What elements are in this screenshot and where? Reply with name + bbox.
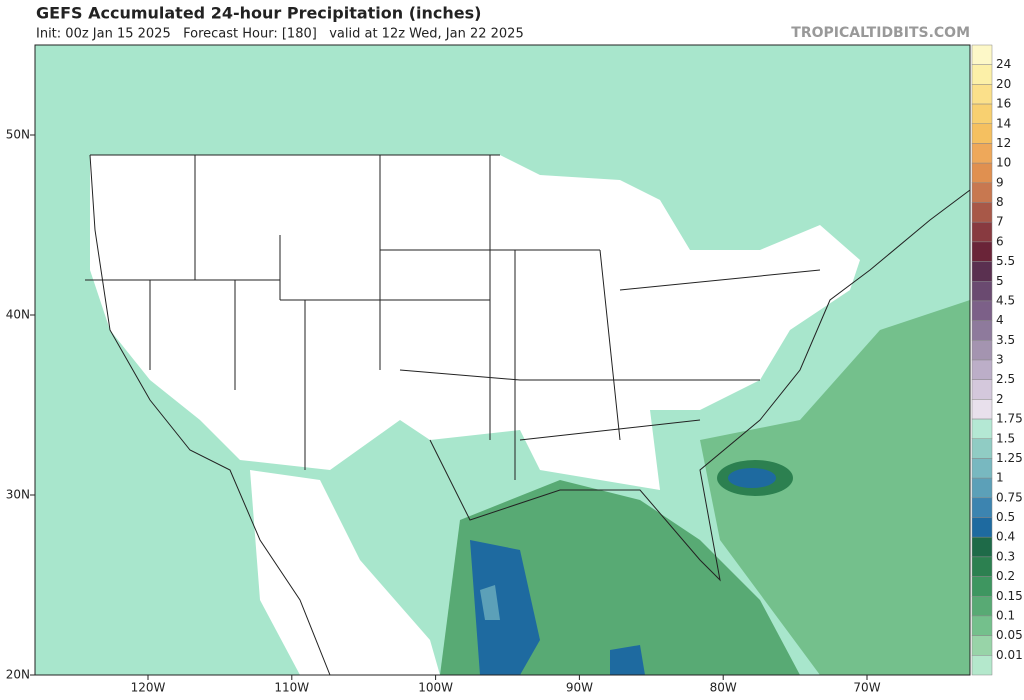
- coastline: [89, 154, 970, 675]
- colorbar-label: 0.15: [996, 589, 1023, 603]
- lat-label: 40N: [6, 308, 30, 322]
- atlantic-peak: [728, 468, 776, 488]
- colorbar-label: 1: [996, 471, 1004, 485]
- colorbar-label: 5: [996, 274, 1004, 288]
- colorbar-swatch: [971, 596, 993, 617]
- colorbar-swatch: [971, 84, 993, 105]
- colorbar-swatch: [971, 221, 993, 243]
- lon-labels: 120W 110W 100W 90W 80W 70W: [131, 675, 881, 695]
- title: GEFS Accumulated 24-hour Precipitation (…: [36, 4, 482, 23]
- colorbar-label: 10: [996, 156, 1011, 170]
- colorbar-swatch: [971, 536, 993, 558]
- gulf-peak: [480, 585, 500, 620]
- colorbar-swatch: [971, 320, 993, 341]
- colorbar-label: 5.5: [996, 254, 1015, 268]
- colorbar-swatch: [971, 143, 993, 164]
- colorbar-label: 0.05: [996, 628, 1023, 642]
- lon-label: 90W: [566, 681, 593, 695]
- colorbar-swatch: [971, 635, 993, 656]
- colorbar-label: 0.3: [996, 549, 1015, 563]
- lat-label: 30N: [6, 488, 30, 502]
- subtitle: Init: 00z Jan 15 2025 Forecast Hour: [18…: [36, 27, 524, 42]
- colorbar-swatch: [971, 379, 993, 400]
- colorbar-label: 0.75: [996, 490, 1023, 504]
- colorbar-swatch: [971, 556, 993, 577]
- colorbar-label: 6: [996, 234, 1004, 248]
- map: [34, 44, 971, 676]
- map-frame: [34, 44, 971, 676]
- lon-label: 120W: [131, 681, 166, 695]
- lon-label: 80W: [710, 681, 737, 695]
- colorbar-label: 0.01: [996, 648, 1023, 662]
- colorbar-swatch: [971, 576, 993, 597]
- lat-label: 20N: [6, 668, 30, 682]
- colorbar-label: 16: [996, 97, 1011, 111]
- lat-label: 50N: [6, 128, 30, 142]
- colorbar-swatch: [971, 340, 993, 361]
- colorbar-label: 9: [996, 175, 1004, 189]
- colorbar-swatch: [971, 359, 993, 380]
- colorbar-swatch: [971, 517, 993, 538]
- colorbar-label: 2.5: [996, 372, 1015, 386]
- colorbar: 24 20 16 14 12 10 9 8 7 6 5.5 5 4.5 4 3.5 3 2.5 2 1.75 1.5 1…: [971, 44, 1023, 676]
- colorbar-swatch: [971, 458, 993, 479]
- colorbar-label: 0.2: [996, 569, 1015, 583]
- colorbar-cap: [971, 44, 993, 65]
- colorbar-swatch: [971, 202, 993, 223]
- colorbar-label: 0.1: [996, 608, 1015, 622]
- colorbar-swatch: [971, 300, 993, 321]
- dry-mexico: [250, 470, 440, 675]
- colorbar-label: 4.5: [996, 293, 1015, 307]
- colorbar-label: 20: [996, 77, 1011, 91]
- colorbar-label: 1.75: [996, 412, 1023, 426]
- colorbar-swatch: [971, 477, 993, 499]
- lon-label: 100W: [418, 681, 453, 695]
- colorbar-swatch: [971, 64, 993, 85]
- colorbar-swatch: [971, 182, 993, 203]
- colorbar-label: 1.25: [996, 451, 1023, 465]
- colorbar-label: 3.5: [996, 333, 1015, 347]
- colorbar-swatch: [971, 281, 993, 302]
- gulf-heavy: [470, 540, 540, 675]
- colorbar-swatch: [971, 418, 993, 439]
- colorbar-swatch: [971, 438, 993, 459]
- lat-labels: 50N 40N 30N 20N: [6, 128, 35, 682]
- colorbar-swatch: [971, 241, 993, 262]
- colorbar-label: 14: [996, 116, 1011, 130]
- source: TROPICALTIDBITS.COM: [791, 25, 970, 41]
- colorbar-label: 3: [996, 353, 1004, 367]
- colorbar-swatch: [971, 655, 993, 676]
- atlantic-rain: [700, 300, 970, 675]
- colorbar-label: 2: [996, 392, 1004, 406]
- caribbean-heavy: [610, 645, 645, 675]
- colorbar-swatch: [971, 615, 993, 636]
- lon-label: 110W: [274, 681, 309, 695]
- lon-label: 70W: [853, 681, 880, 695]
- colorbar-swatch: [971, 261, 993, 282]
- colorbar-swatch: [971, 399, 993, 420]
- dry-area: [90, 155, 860, 490]
- colorbar-label: 8: [996, 195, 1004, 209]
- colorbar-label: 4: [996, 313, 1004, 327]
- colorbar-label: 0.4: [996, 530, 1015, 544]
- boundaries: [85, 154, 821, 480]
- colorbar-label: 1.5: [996, 431, 1015, 445]
- colorbar-swatch: [971, 103, 993, 124]
- colorbar-label: 7: [996, 215, 1004, 229]
- colorbar-label: 12: [996, 136, 1011, 150]
- colorbar-swatch: [971, 123, 993, 144]
- colorbar-label: 0.5: [996, 510, 1015, 524]
- colorbar-label: 24: [996, 57, 1011, 71]
- colorbar-swatch: [971, 162, 993, 184]
- colorbar-swatch: [971, 497, 993, 518]
